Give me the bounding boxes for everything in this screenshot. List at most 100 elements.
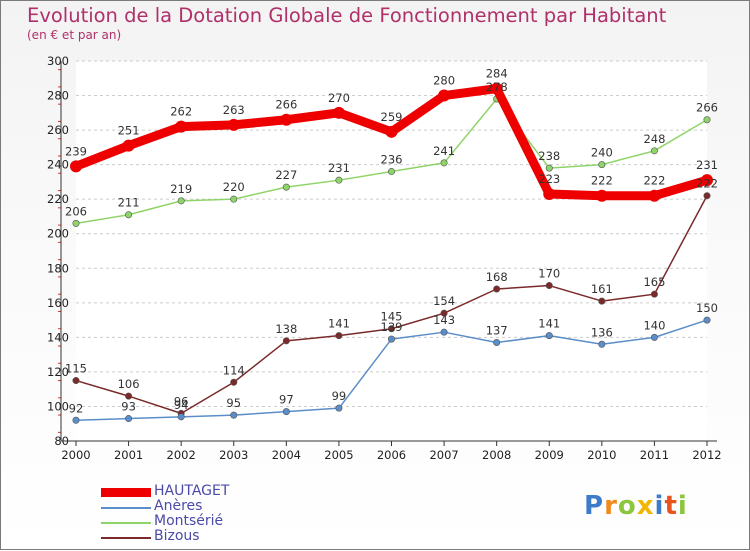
logo-letter: r — [604, 491, 618, 521]
legend-swatch-montserie — [101, 522, 151, 524]
data-label: 99 — [332, 389, 347, 403]
data-point — [650, 333, 658, 341]
data-label: 266 — [696, 101, 718, 115]
data-point — [177, 197, 185, 205]
data-label: 138 — [275, 322, 297, 336]
data-label: 248 — [643, 132, 665, 146]
data-point — [598, 297, 606, 305]
data-label: 239 — [65, 144, 87, 158]
data-label: 206 — [65, 204, 87, 218]
data-point — [595, 189, 608, 202]
data-point — [545, 332, 553, 340]
x-tick-label: 2007 — [429, 448, 458, 462]
data-point — [493, 339, 501, 347]
data-label: 150 — [696, 301, 718, 315]
data-point — [335, 404, 343, 412]
y-tick-label: 180 — [47, 261, 69, 275]
y-tick-label: 120 — [47, 365, 69, 379]
data-point — [701, 174, 713, 187]
data-label: 95 — [226, 396, 241, 410]
data-label: 115 — [65, 362, 87, 376]
data-point — [282, 183, 290, 191]
data-label: 266 — [275, 98, 297, 112]
x-tick-label: 2011 — [640, 448, 669, 462]
data-label: 114 — [223, 363, 245, 377]
data-label: 145 — [381, 310, 403, 324]
data-point — [387, 335, 395, 343]
x-tick-label: 2008 — [482, 448, 511, 462]
data-label: 139 — [381, 320, 403, 334]
data-label: 231 — [328, 161, 350, 175]
data-point — [282, 408, 290, 416]
data-label: 136 — [591, 325, 613, 339]
data-point — [490, 82, 503, 95]
data-point — [385, 125, 398, 138]
data-point — [703, 316, 711, 324]
data-point — [440, 309, 448, 317]
data-label: 97 — [279, 393, 294, 407]
data-label: 143 — [433, 313, 455, 327]
logo-letter: P — [584, 491, 605, 521]
data-label: 262 — [170, 105, 192, 119]
legend-label-montserie: Montsérié — [154, 513, 224, 529]
data-label: 92 — [69, 401, 84, 415]
legend-swatch-hautaget — [101, 488, 151, 497]
data-point — [335, 176, 343, 184]
data-point — [230, 411, 238, 419]
data-label: 219 — [170, 182, 192, 196]
data-point — [230, 195, 238, 203]
data-point — [387, 325, 395, 333]
data-label: 278 — [486, 80, 508, 94]
data-label: 270 — [328, 91, 350, 105]
data-label: 168 — [486, 270, 508, 284]
data-point — [125, 392, 133, 400]
data-label: 236 — [381, 153, 403, 167]
data-point — [332, 106, 345, 119]
legend-label-aneres: Anères — [154, 498, 203, 514]
chart-subtitle: (en € et par an) — [27, 28, 122, 42]
data-point — [335, 332, 343, 340]
legend-label-hautaget: HAUTAGET — [154, 483, 230, 499]
data-point — [438, 89, 451, 102]
y-tick-label: 260 — [47, 123, 69, 137]
data-label: 251 — [118, 124, 140, 138]
data-point — [440, 328, 448, 336]
data-point — [545, 282, 553, 290]
chart-title: Evolution de la Dotation Globale de Fonc… — [27, 4, 667, 27]
data-point — [125, 415, 133, 423]
data-point — [545, 164, 553, 172]
data-label: 263 — [223, 103, 245, 117]
y-tick-label: 160 — [47, 296, 69, 310]
data-point — [72, 416, 80, 424]
data-label: 137 — [486, 324, 508, 338]
y-tick-label: 200 — [47, 227, 69, 241]
data-label: 259 — [381, 110, 403, 124]
x-tick-label: 2006 — [377, 448, 406, 462]
y-tick-label: 280 — [47, 89, 69, 103]
data-label: 223 — [538, 172, 560, 186]
data-label: 222 — [643, 174, 665, 188]
x-tick-label: 2003 — [219, 448, 248, 462]
data-label: 141 — [328, 317, 350, 331]
data-point — [175, 120, 188, 133]
data-point — [227, 118, 240, 131]
logo-letter: x — [636, 491, 655, 521]
data-label: 238 — [538, 149, 560, 163]
data-label: 93 — [121, 400, 136, 414]
x-tick-label: 2005 — [324, 448, 353, 462]
proxiti-logo: Proxiti — [584, 491, 688, 521]
logo-letter: i — [677, 491, 688, 521]
data-label: 106 — [118, 377, 140, 391]
legend-swatch-aneres — [101, 507, 151, 509]
x-tick-label: 2002 — [167, 448, 196, 462]
y-tick-label: 220 — [47, 192, 69, 206]
data-point — [72, 219, 80, 227]
data-point — [440, 159, 448, 167]
y-tick-label: 300 — [47, 54, 69, 68]
data-point — [230, 378, 238, 386]
data-label: 96 — [174, 394, 189, 408]
logo-letter: t — [664, 491, 678, 521]
data-label: 211 — [118, 196, 140, 210]
data-label: 170 — [538, 267, 560, 281]
data-label: 280 — [433, 74, 455, 88]
